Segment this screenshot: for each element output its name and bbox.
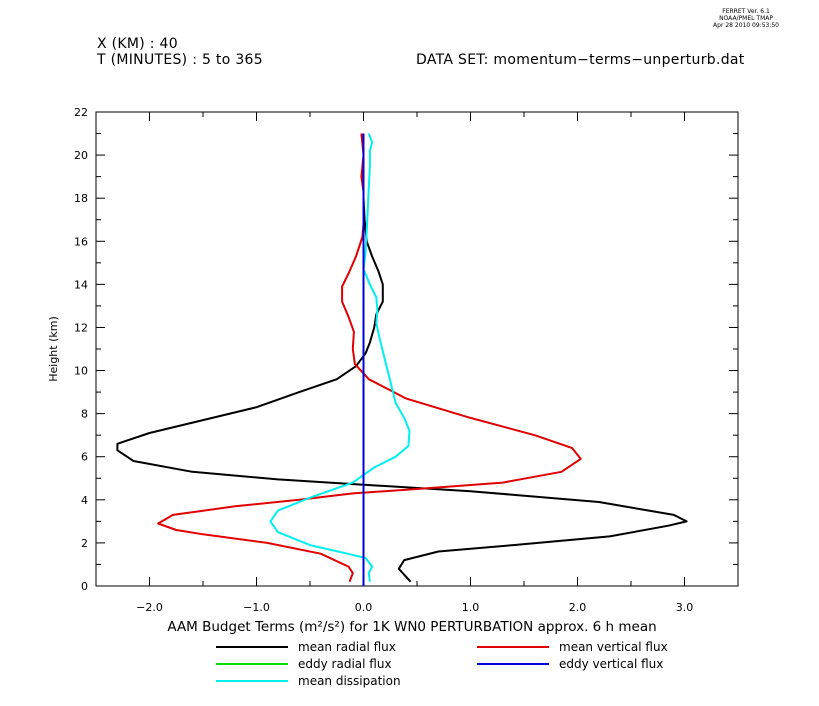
y-tick-label: 22 <box>74 106 88 119</box>
x-tick-label: 1.0 <box>462 601 480 614</box>
x-tick-label: −1.0 <box>243 601 270 614</box>
legend-label: mean dissipation <box>298 674 401 688</box>
y-tick-label: 14 <box>74 278 88 291</box>
y-tick-label: 20 <box>74 149 88 162</box>
legend-label: eddy vertical flux <box>559 657 663 671</box>
series-line-mean-radial-flux <box>116 133 688 583</box>
plot-frame <box>95 111 739 587</box>
series-line-mean-dissipation <box>269 133 411 582</box>
y-tick-label: 8 <box>81 408 88 421</box>
x-tick-label: 0.0 <box>355 601 373 614</box>
y-tick-label: 16 <box>74 235 88 248</box>
y-axis-label: Height (km) <box>47 316 60 382</box>
y-tick-label: 12 <box>74 321 88 334</box>
header-x-label: X (KM) : 40 <box>97 36 178 52</box>
y-tick-label: 6 <box>81 451 88 464</box>
x-tick-label: 2.0 <box>569 601 587 614</box>
legend-label: mean vertical flux <box>559 640 668 654</box>
y-axis-ticks: 0 2 4 6 8 10 12 14 16 18 20 22 <box>74 106 738 593</box>
x-tick-label: 3.0 <box>676 601 694 614</box>
series-line-mean-vertical-flux <box>157 133 582 583</box>
header-time-label: T (MINUTES) : 5 to 365 <box>97 52 263 68</box>
y-tick-label: 18 <box>74 192 88 205</box>
x-tick-label: −2.0 <box>136 601 163 614</box>
stamp-line-1: FERRET Ver. 6.1 <box>722 8 770 15</box>
header-dataset-label: DATA SET: momentum−terms−unperturb.dat <box>416 52 745 68</box>
y-tick-label: 0 <box>81 580 88 593</box>
stamp-line-2: NOAA/PMEL TMAP <box>719 15 773 22</box>
stamp-line-3: Apr 28 2010 09:53:50 <box>713 22 779 29</box>
y-tick-label: 4 <box>81 494 88 507</box>
legend: mean radial flux mean vertical flux eddy r… <box>216 640 668 688</box>
legend-label: eddy radial flux <box>298 657 392 671</box>
x-axis-label: AAM Budget Terms (m²/s²) for 1K WN0 PERT… <box>167 619 656 635</box>
x-axis-ticks: −2.0 −1.0 0.0 1.0 2.0 3.0 <box>95 112 739 614</box>
series-lines <box>116 133 688 586</box>
y-tick-label: 2 <box>81 537 88 550</box>
legend-label: mean radial flux <box>298 640 396 654</box>
ferret-stamp: FERRET Ver. 6.1 NOAA/PMEL TMAP Apr 28 20… <box>713 8 779 29</box>
y-tick-label: 10 <box>74 365 88 378</box>
